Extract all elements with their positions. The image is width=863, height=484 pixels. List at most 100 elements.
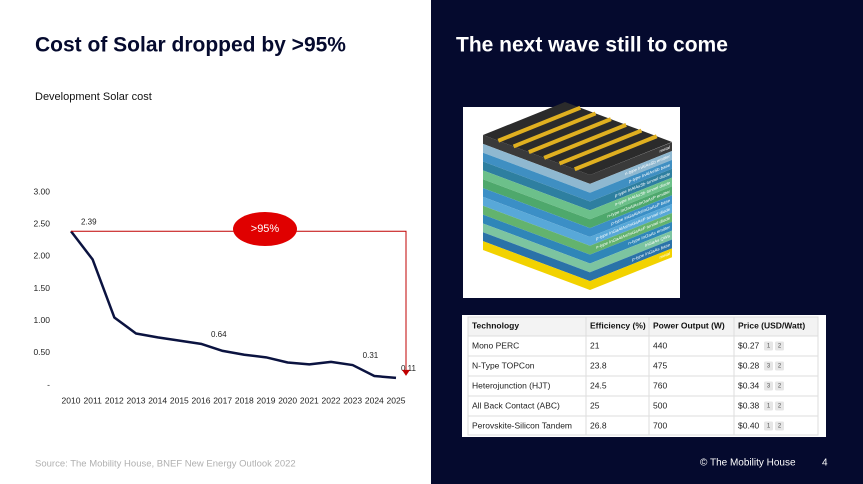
table-cell: 475 — [653, 360, 667, 370]
layer-front — [590, 159, 672, 202]
table-cell: N-Type TOPCon — [472, 360, 535, 370]
ref-badge-text: 2 — [778, 404, 782, 410]
data-label: 0.11 — [401, 364, 417, 373]
y-tick-label: 2.00 — [33, 251, 50, 261]
table-border — [467, 316, 819, 436]
cube-left-face — [483, 135, 590, 291]
ref-badge — [775, 361, 784, 371]
x-tick-label: 2022 — [322, 395, 341, 405]
data-label: 0.31 — [363, 351, 379, 360]
left-panel — [0, 0, 431, 484]
table-cell: $0.27 — [738, 340, 760, 350]
x-tick-label: 2015 — [170, 395, 189, 405]
ref-badge — [764, 401, 773, 411]
layer-front — [590, 212, 672, 255]
x-tick-label: 2020 — [278, 395, 297, 405]
x-tick-label: 2011 — [84, 395, 103, 405]
x-tick-label: 2014 — [148, 395, 167, 405]
annotation-arrowhead — [402, 369, 410, 376]
annotation-text: >95% — [251, 223, 280, 235]
x-tick-label: 2024 — [365, 395, 384, 405]
annotation-badge — [233, 212, 297, 246]
layer-side — [483, 143, 590, 193]
table-cell: $0.34 — [738, 380, 760, 390]
y-tick-label: 1.00 — [33, 315, 50, 325]
ref-badge-text: 2 — [778, 364, 782, 370]
x-tick-label: 2018 — [235, 395, 254, 405]
layer-label: metal — [660, 145, 670, 154]
layer-front — [590, 195, 672, 237]
layer-side — [483, 205, 590, 255]
layer-front — [590, 151, 672, 193]
ref-badge — [775, 381, 784, 391]
layer-front — [590, 168, 672, 211]
top-contact — [543, 123, 627, 160]
ref-badge-text: 2 — [778, 384, 782, 390]
layer-front — [590, 142, 672, 184]
layer-front — [590, 239, 672, 282]
x-tick-label: 2016 — [192, 395, 211, 405]
ref-badge — [764, 381, 773, 391]
ref-badge-text: 2 — [778, 424, 782, 430]
layer-side — [483, 223, 590, 273]
table-header-cell: Efficiency (%) — [590, 320, 646, 330]
top-contact — [528, 117, 612, 154]
annotation-bracket — [71, 230, 407, 372]
table-header-cell: Power Output (W) — [653, 320, 725, 330]
ref-badge-text: 3 — [767, 384, 771, 390]
layer-side — [483, 188, 590, 237]
table-cell: $0.38 — [738, 400, 760, 410]
ref-badge-text: 2 — [778, 344, 782, 350]
layer-front — [590, 204, 672, 246]
table-cell: 21 — [590, 340, 600, 350]
layer-front — [590, 177, 672, 220]
x-tick-label: 2019 — [257, 395, 276, 405]
layer-front — [590, 248, 672, 291]
layer-front — [590, 230, 672, 273]
cube-top-face — [483, 102, 672, 175]
data-label: 0.64 — [211, 330, 227, 339]
footer-page: 4 — [822, 458, 828, 469]
table-header-cell: Price (USD/Watt) — [738, 320, 805, 330]
left-title: Cost of Solar dropped by >95% — [35, 34, 346, 57]
top-contact — [497, 105, 582, 143]
layer-side — [483, 196, 590, 246]
x-tick-label: 2013 — [127, 395, 146, 405]
y-tick-label: 1.50 — [33, 283, 50, 293]
layer-front — [590, 221, 672, 264]
layer-side — [483, 152, 590, 202]
ref-badge-text: 1 — [767, 344, 771, 350]
table-cell: 25 — [590, 400, 600, 410]
y-tick-label: - — [47, 379, 50, 389]
table-cell: $0.28 — [738, 360, 760, 370]
data-label: 2.39 — [81, 217, 97, 226]
table-cell: 760 — [653, 380, 667, 390]
ref-badge — [764, 361, 773, 371]
layer-side — [483, 241, 590, 291]
x-tick-label: 2021 — [300, 395, 319, 405]
table-cell: Heterojunction (HJT) — [472, 380, 551, 390]
chart-title: Development Solar cost — [35, 91, 152, 103]
table-cell: Mono PERC — [472, 340, 519, 350]
layer-side — [483, 161, 590, 211]
top-contact — [573, 134, 658, 172]
right-title: The next wave still to come — [456, 34, 728, 57]
footer-company: © The Mobility House — [700, 458, 796, 469]
table-cell: 440 — [653, 340, 667, 350]
ref-badge-text: 3 — [767, 364, 771, 370]
table-cell: 23.8 — [590, 360, 607, 370]
layer-side — [483, 179, 590, 229]
layer-side — [483, 170, 590, 220]
x-tick-label: 2010 — [62, 395, 81, 405]
ref-badge-text: 1 — [767, 404, 771, 410]
x-tick-label: 2012 — [105, 395, 124, 405]
ref-badge — [764, 421, 773, 431]
layer-side — [483, 214, 590, 264]
layer-label: metal — [660, 251, 670, 260]
x-tick-label: 2017 — [213, 395, 232, 405]
table-cell: 500 — [653, 400, 667, 410]
